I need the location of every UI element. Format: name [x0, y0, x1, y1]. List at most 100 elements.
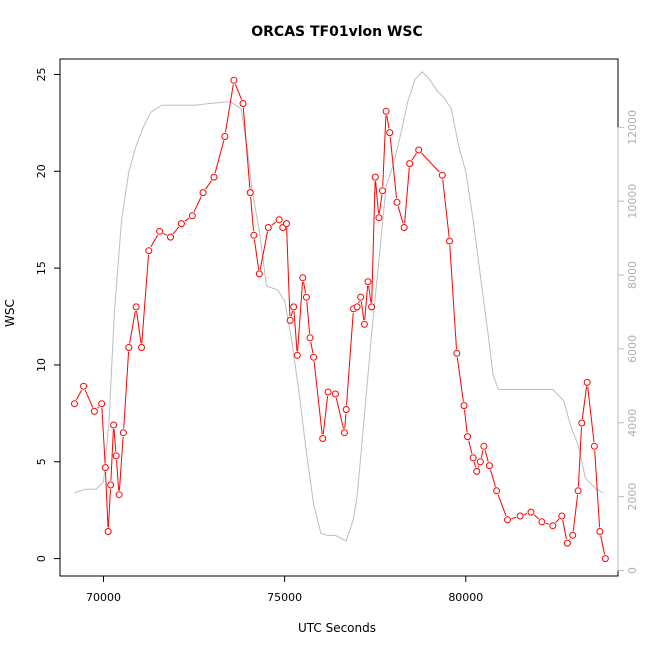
- wsc-line-segment: [234, 84, 242, 100]
- wsc-data-point: [460, 402, 468, 410]
- wsc-data-point: [590, 442, 598, 450]
- wsc-line-segment: [129, 310, 136, 344]
- wsc-data-point: [453, 349, 461, 357]
- wsc-data-point: [558, 512, 566, 520]
- wsc-data-point: [199, 189, 207, 197]
- wsc-data-point: [400, 224, 408, 231]
- wsc-line-segment: [322, 396, 329, 435]
- wsc-line-segment: [533, 514, 540, 520]
- wsc-data-point: [583, 378, 591, 386]
- wsc-line-segment: [118, 436, 124, 491]
- wsc-line-segment: [389, 136, 397, 199]
- wsc-data-point: [286, 316, 294, 324]
- wsc-data-point: [324, 388, 332, 396]
- wsc-line-segment: [253, 239, 260, 270]
- wsc-line-segment: [421, 152, 440, 173]
- wsc-data-point: [125, 344, 133, 351]
- wsc-data-point: [342, 406, 350, 413]
- wsc-data-point: [80, 382, 88, 390]
- wsc-line-segment: [163, 232, 168, 236]
- wsc-line-segment: [555, 518, 560, 523]
- wsc-line-segment: [358, 300, 360, 304]
- wsc-line-segment: [136, 310, 142, 344]
- wsc-data-point: [340, 429, 348, 437]
- wsc-line-segment: [523, 513, 528, 516]
- wsc-data-point: [138, 344, 145, 351]
- wsc-data-point: [357, 293, 365, 301]
- wsc-data-point: [319, 435, 327, 442]
- wsc-line-segment: [335, 397, 344, 429]
- wsc-data-point: [290, 303, 298, 311]
- wsc-line-segment: [84, 389, 94, 408]
- wsc-line-segment: [375, 181, 379, 214]
- wsc-line-segment: [250, 196, 254, 232]
- wsc-data-point: [415, 146, 423, 154]
- wsc-data-point: [360, 320, 368, 328]
- wsc-data-point: [476, 458, 484, 466]
- wsc-data-point: [331, 390, 339, 398]
- wsc-series-layer: [71, 76, 609, 563]
- wsc-line-segment: [344, 413, 347, 429]
- wsc-data-point: [569, 531, 577, 539]
- wsc-line-segment: [205, 180, 213, 190]
- wsc-data-point: [299, 274, 307, 282]
- wsc-data-point: [221, 133, 229, 140]
- wsc-data-point: [246, 189, 254, 197]
- wsc-data-point: [115, 491, 123, 499]
- wsc-line-segment: [497, 494, 507, 517]
- right-axis: 0 2000 4000 6000 8000 10000 12000: [617, 110, 639, 574]
- wsc-line-segment: [310, 341, 314, 354]
- wsc-data-point: [574, 487, 582, 495]
- wsc-data-point: [210, 173, 218, 181]
- secondary-series-line: [74, 71, 604, 542]
- wsc-data-point: [230, 76, 238, 84]
- wsc-data-point: [275, 216, 283, 224]
- wsc-data-point: [310, 353, 318, 361]
- x-tick-label: 75000: [267, 591, 302, 604]
- wsc-line-segment: [511, 516, 517, 520]
- x-axis: 70000 75000 80000: [86, 575, 483, 604]
- chart-title: ORCAS TF01vlon WSC: [251, 24, 423, 40]
- wsc-data-point: [578, 419, 586, 427]
- wsc-line-segment: [562, 520, 567, 540]
- wsc-line-segment: [96, 406, 100, 409]
- wsc-line-segment: [442, 179, 450, 237]
- wsc-line-segment: [242, 107, 251, 189]
- wsc-line-segment: [477, 465, 480, 468]
- wsc-line-segment: [581, 386, 588, 419]
- wsc-data-point: [446, 237, 453, 245]
- wsc-line-segment: [364, 285, 369, 321]
- wsc-data-point: [406, 160, 414, 168]
- wsc-line-segment: [105, 471, 109, 528]
- wsc-line-segment: [101, 407, 106, 464]
- wsc-data-point: [119, 429, 127, 437]
- wsc-line-segment: [225, 84, 234, 133]
- wsc-line-segment: [397, 206, 404, 224]
- wsc-data-point: [101, 464, 109, 472]
- wsc-data-point: [264, 224, 272, 231]
- x-tick-label: 70000: [86, 591, 121, 604]
- wsc-data-point: [283, 220, 290, 228]
- wsc-line-segment: [214, 140, 225, 174]
- wsc-data-point: [549, 522, 557, 530]
- wsc-line-segment: [594, 450, 601, 528]
- wsc-data-point: [382, 107, 390, 115]
- wsc-line-segment: [464, 409, 468, 433]
- wsc-line-segment: [172, 226, 180, 235]
- y-tick-label: 20: [35, 164, 48, 178]
- wsc-line-segment: [404, 167, 410, 224]
- wsc-data-point: [386, 129, 394, 137]
- wsc-data-point: [112, 452, 120, 460]
- wsc-data-point: [563, 539, 571, 547]
- wsc-line-segment: [306, 301, 311, 334]
- wsc-data-point: [375, 214, 383, 222]
- wsc-data-point: [255, 270, 263, 278]
- wsc-data-point: [438, 171, 446, 179]
- wsc-line-segment: [600, 535, 605, 555]
- wsc-data-point: [306, 334, 314, 342]
- wsc-line-segment: [141, 254, 149, 344]
- wsc-line-segment: [313, 361, 323, 435]
- wsc-data-point: [353, 303, 361, 311]
- wsc-line-segment: [113, 429, 117, 452]
